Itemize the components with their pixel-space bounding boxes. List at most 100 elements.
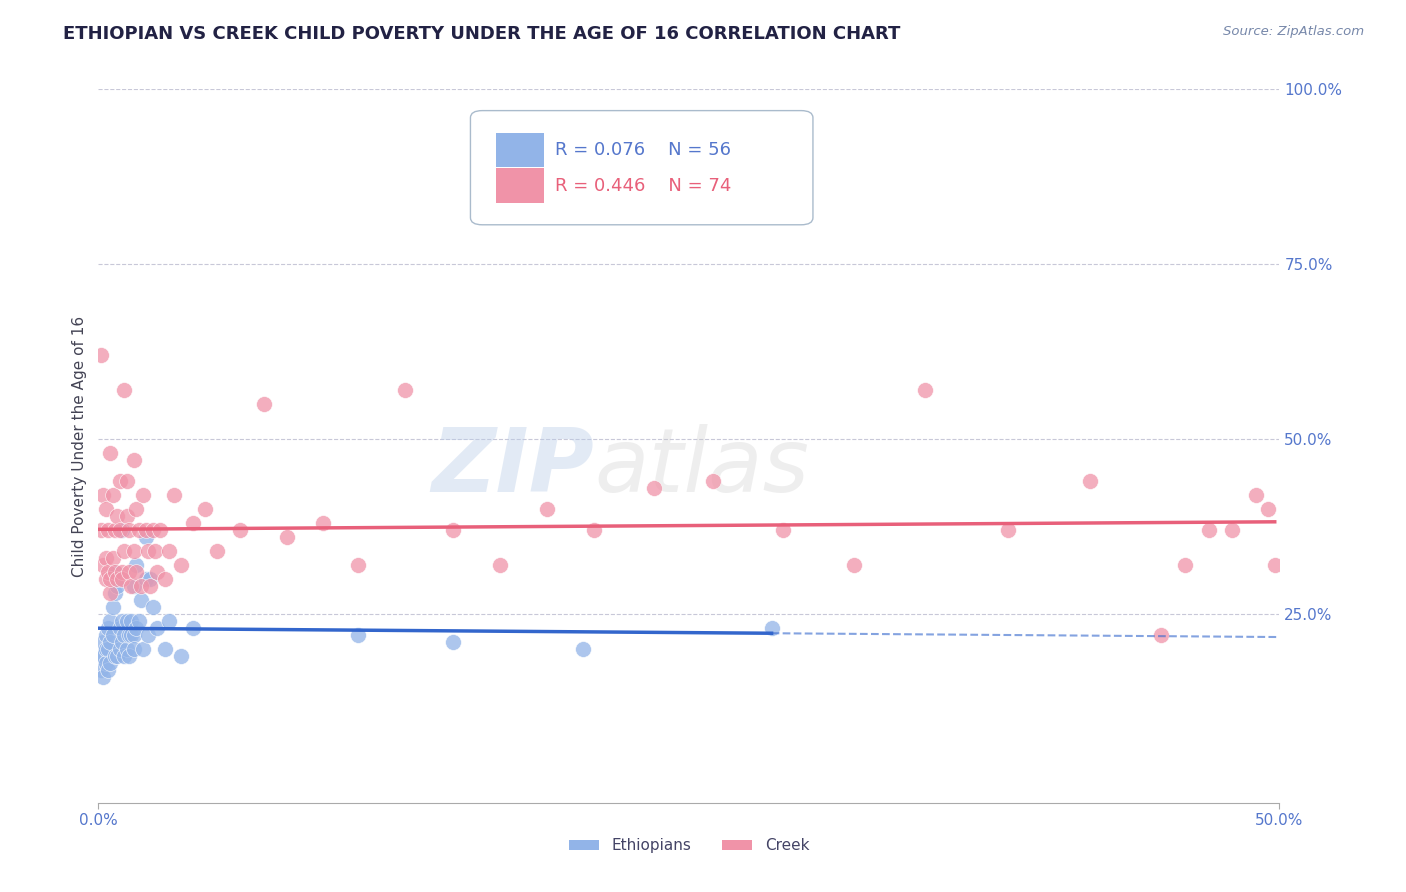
Creek — [122, 544, 145, 558]
FancyBboxPatch shape — [496, 169, 544, 202]
Creek — [170, 558, 193, 572]
Ethiopians — [132, 641, 155, 656]
Creek — [111, 565, 134, 579]
Creek — [146, 565, 169, 579]
Creek — [253, 397, 276, 411]
Creek — [108, 523, 131, 537]
Ethiopians — [153, 641, 176, 656]
Creek — [135, 523, 157, 537]
Ethiopians — [135, 530, 157, 544]
Creek — [104, 523, 127, 537]
Text: R = 0.076    N = 56: R = 0.076 N = 56 — [555, 141, 731, 159]
Creek — [132, 488, 155, 502]
Ethiopians — [142, 599, 165, 614]
Creek — [98, 586, 121, 600]
Creek — [104, 565, 127, 579]
Creek — [101, 488, 124, 502]
Creek — [136, 544, 159, 558]
Text: Source: ZipAtlas.com: Source: ZipAtlas.com — [1223, 25, 1364, 38]
Ethiopians — [105, 648, 128, 663]
Creek — [98, 446, 121, 460]
Ethiopians — [136, 628, 159, 642]
Ethiopians — [146, 621, 169, 635]
Creek — [489, 558, 512, 572]
Text: ZIP: ZIP — [432, 424, 595, 511]
Ethiopians — [125, 558, 148, 572]
Creek — [111, 572, 134, 586]
Creek — [844, 558, 866, 572]
Creek — [163, 488, 186, 502]
Creek — [394, 383, 416, 397]
Ethiopians — [90, 648, 112, 663]
Creek — [97, 523, 120, 537]
Ethiopians — [94, 628, 117, 642]
Creek — [312, 516, 335, 530]
Creek — [702, 474, 724, 488]
Ethiopians — [347, 628, 370, 642]
Creek — [108, 474, 131, 488]
Ethiopians — [97, 663, 120, 677]
Ethiopians — [91, 670, 114, 684]
Creek — [205, 544, 228, 558]
Creek — [1244, 488, 1267, 502]
Ethiopians — [104, 648, 127, 663]
Ethiopians — [135, 572, 157, 586]
Y-axis label: Child Poverty Under the Age of 16: Child Poverty Under the Age of 16 — [72, 316, 87, 576]
Ethiopians — [111, 635, 134, 649]
Creek — [997, 523, 1019, 537]
Creek — [115, 508, 138, 523]
Text: ETHIOPIAN VS CREEK CHILD POVERTY UNDER THE AGE OF 16 CORRELATION CHART: ETHIOPIAN VS CREEK CHILD POVERTY UNDER T… — [63, 25, 901, 43]
Ethiopians — [111, 614, 134, 628]
Creek — [229, 523, 252, 537]
Ethiopians — [104, 565, 127, 579]
Creek — [149, 523, 172, 537]
Creek — [98, 572, 121, 586]
Creek — [129, 579, 152, 593]
Creek — [94, 572, 117, 586]
FancyBboxPatch shape — [471, 111, 813, 225]
Creek — [90, 348, 112, 362]
Ethiopians — [101, 599, 124, 614]
Ethiopians — [108, 621, 131, 635]
Ethiopians — [90, 663, 112, 677]
Ethiopians — [181, 621, 204, 635]
Ethiopians — [170, 648, 193, 663]
Ethiopians — [571, 641, 593, 656]
Ethiopians — [94, 641, 117, 656]
Creek — [914, 383, 936, 397]
Creek — [122, 453, 145, 467]
Creek — [1257, 502, 1279, 516]
Ethiopians — [115, 614, 138, 628]
Creek — [94, 502, 117, 516]
Creek — [91, 558, 114, 572]
Creek — [1220, 523, 1243, 537]
Creek — [536, 502, 558, 516]
Creek — [194, 502, 217, 516]
Ethiopians — [91, 648, 114, 663]
Creek — [181, 516, 204, 530]
Ethiopians — [129, 593, 152, 607]
Creek — [1174, 558, 1197, 572]
Ethiopians — [94, 656, 117, 670]
Creek — [112, 544, 135, 558]
Legend: Ethiopians, Creek: Ethiopians, Creek — [562, 832, 815, 859]
Creek — [139, 579, 162, 593]
Ethiopians — [441, 635, 464, 649]
Ethiopians — [97, 641, 120, 656]
Creek — [143, 544, 166, 558]
Ethiopians — [139, 572, 162, 586]
Creek — [772, 523, 794, 537]
Ethiopians — [121, 628, 143, 642]
Ethiopians — [101, 628, 124, 642]
Creek — [97, 565, 120, 579]
Creek — [1150, 628, 1173, 642]
Creek — [115, 474, 138, 488]
Ethiopians — [104, 586, 127, 600]
Creek — [125, 502, 148, 516]
Creek — [118, 523, 141, 537]
Ethiopians — [98, 656, 121, 670]
Creek — [157, 544, 180, 558]
FancyBboxPatch shape — [496, 133, 544, 167]
Creek — [118, 565, 141, 579]
Ethiopians — [112, 648, 135, 663]
